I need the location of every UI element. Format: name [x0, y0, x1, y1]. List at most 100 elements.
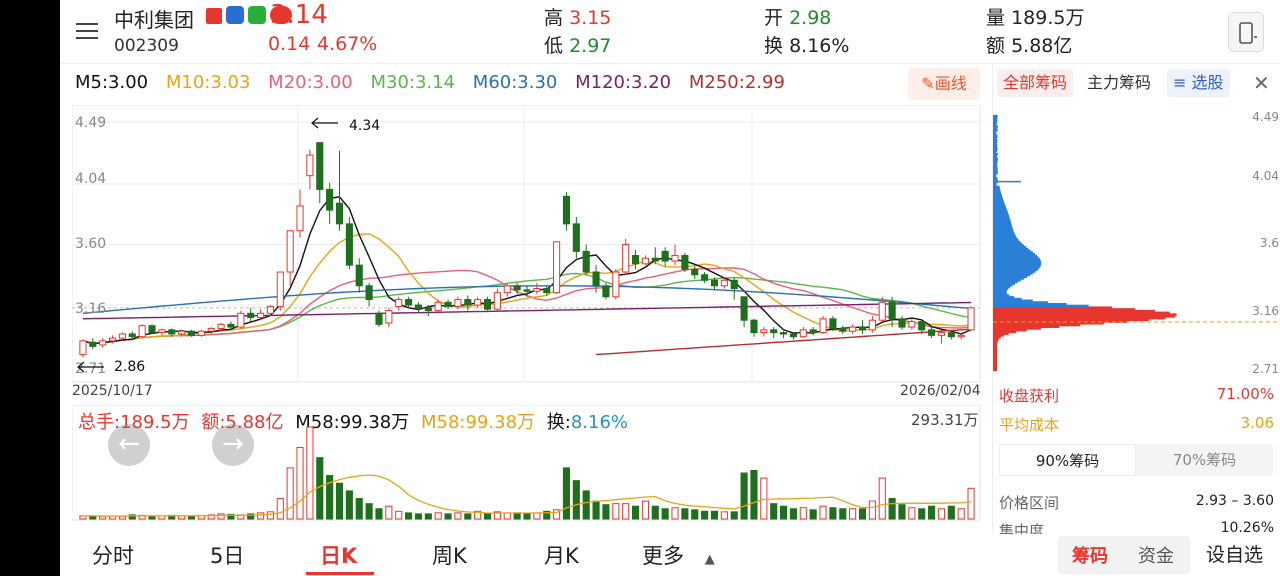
ma60-label: M60:3.30 — [473, 72, 558, 93]
kline-chart[interactable]: 4.49 4.04 3.60 3.16 2.71 2025/10/17 2026… — [72, 105, 982, 400]
next-arrow-button[interactable]: → — [212, 424, 254, 466]
volume-bar — [445, 514, 451, 519]
chip-distribution: 4.49 4.04 3.6 3.16 2.71 — [993, 100, 1280, 420]
profit-label: 收盘获利 — [999, 385, 1059, 406]
kline-grid — [72, 105, 980, 382]
ma10-label: M10:3.03 — [166, 72, 251, 93]
candle — [771, 327, 777, 338]
volume-chart[interactable] — [72, 405, 982, 525]
candle — [248, 308, 254, 322]
volume-bar — [425, 514, 431, 519]
volume-bar — [435, 513, 441, 519]
candle — [267, 305, 273, 316]
candle — [929, 327, 935, 338]
high-price: 高 3.15 — [544, 3, 611, 30]
draw-line-button[interactable]: ✎画线 — [908, 68, 980, 100]
volume-bar — [741, 473, 747, 519]
volume-bar — [119, 516, 125, 519]
volume-bar — [396, 511, 402, 519]
stock-name: 中利集团 — [114, 4, 194, 33]
volume-bar — [909, 508, 915, 519]
tab-5day[interactable]: 5日 — [210, 540, 244, 570]
candle — [149, 324, 155, 334]
candle — [968, 306, 974, 331]
volume-bar — [692, 510, 698, 519]
tab-pick-stock[interactable]: ≡ 选股 — [1167, 69, 1230, 97]
volume-bar — [751, 470, 757, 519]
volume-bar — [258, 513, 264, 519]
volume-bar — [879, 478, 885, 519]
candle — [317, 143, 323, 204]
chip-fund-toggle: 筹码 资金 — [1058, 536, 1190, 574]
volume-bar — [100, 516, 106, 519]
last-price: 3.14 — [270, 0, 328, 30]
volume-bar — [504, 513, 510, 519]
price-change-pct: 4.67% — [317, 33, 377, 55]
volume-bar — [632, 506, 638, 519]
tab-chouma[interactable]: 筹码 — [1072, 542, 1108, 568]
concentration-value: 10.26% — [1221, 520, 1274, 534]
volume-ma-line — [83, 475, 971, 516]
volume-bar — [899, 505, 905, 519]
volume-bar — [672, 508, 678, 519]
volume-bar — [297, 447, 303, 519]
volume-bars — [72, 405, 980, 520]
candle — [238, 311, 244, 329]
volume-bar — [721, 512, 727, 519]
caret-up-icon: ▲ — [705, 552, 715, 567]
add-watchlist-button[interactable]: 设自选 — [1206, 540, 1263, 567]
chip-ratio-tabs: 90%筹码 70%筹码 — [999, 444, 1273, 476]
tab-monthly-k[interactable]: 月K — [544, 540, 579, 570]
volume-bar — [869, 501, 875, 519]
candle — [682, 253, 688, 272]
candle — [583, 245, 589, 275]
volume-bar — [859, 509, 865, 519]
tab-chip90[interactable]: 90%筹码 — [999, 444, 1136, 476]
volume-bar — [968, 488, 974, 519]
high-mark-label: 4.34 — [349, 118, 380, 134]
candle — [188, 330, 194, 337]
tab-daily-k[interactable]: 日K — [320, 540, 357, 570]
tab-weekly-k[interactable]: 周K — [432, 540, 467, 570]
chip-bar — [993, 115, 998, 118]
volume-bar — [524, 514, 530, 519]
prev-arrow-button[interactable]: ← — [108, 424, 150, 466]
candle — [208, 327, 214, 334]
candle — [346, 217, 352, 269]
candle — [396, 297, 402, 311]
tab-more[interactable]: 更多 ▲ — [642, 540, 715, 570]
chip-panel: 全部筹码 主力筹码 ≡ 选股 ✕ 4.49 4.04 3.6 3.16 2.71… — [992, 64, 1280, 534]
pencil-icon: ✎ — [921, 74, 934, 93]
candle — [761, 327, 767, 337]
back-button[interactable] — [74, 18, 102, 42]
candle — [366, 283, 372, 306]
tab-main-chips[interactable]: 主力筹码 — [1081, 69, 1157, 97]
volume-bar — [800, 508, 806, 519]
period-tabs: 分时 5日 日K 周K 月K 更多 ▲ 筹码 资金 设自选 — [60, 534, 1280, 576]
y-tick-label: 4.49 — [75, 115, 106, 131]
candle — [652, 247, 658, 264]
volume-bar — [593, 501, 599, 519]
candle — [840, 326, 846, 334]
tab-fenshi[interactable]: 分时 — [92, 540, 134, 570]
volume-bar — [514, 513, 520, 519]
candle — [702, 272, 708, 283]
candle — [741, 297, 747, 327]
candle — [90, 338, 96, 349]
volume-bar — [366, 504, 372, 519]
price-change: 0.14 — [268, 33, 310, 55]
volume-bar — [376, 509, 382, 519]
candle — [80, 339, 86, 357]
ma30-label: M30:3.14 — [370, 72, 455, 93]
tab-zijin[interactable]: 资金 — [1138, 542, 1174, 568]
volume-bar — [386, 506, 392, 519]
tab-chip70[interactable]: 70%筹码 — [1136, 444, 1273, 476]
chip-price-tick: 3.16 — [1252, 304, 1279, 318]
close-button[interactable]: ✕ — [1247, 69, 1276, 97]
flag-icon — [206, 8, 222, 24]
list-icon: ≡ — [1173, 73, 1192, 92]
y-tick-label: 3.60 — [75, 236, 106, 252]
candle — [573, 217, 579, 258]
landscape-button[interactable] — [1228, 12, 1264, 52]
tab-all-chips[interactable]: 全部筹码 — [997, 69, 1073, 97]
